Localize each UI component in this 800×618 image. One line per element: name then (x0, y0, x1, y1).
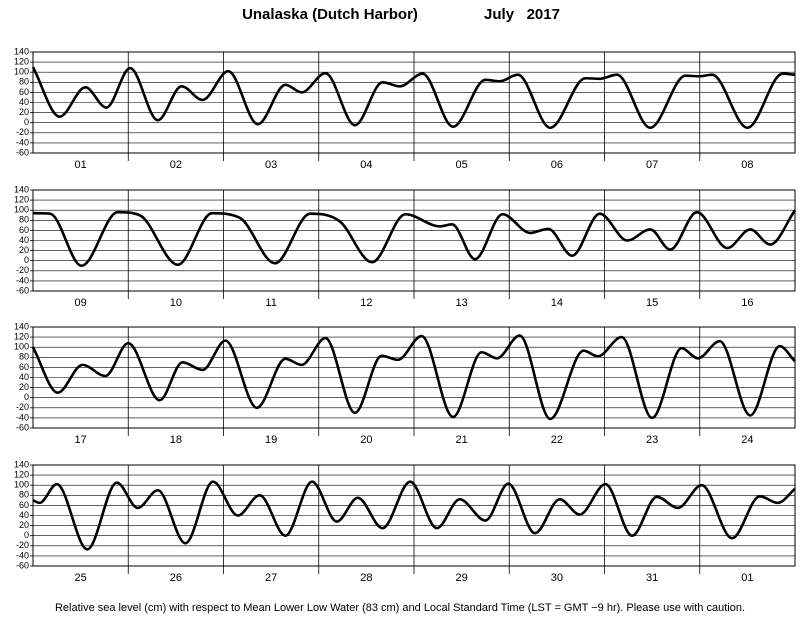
day-label: 17 (75, 434, 87, 446)
y-tick-label: 140 (14, 46, 29, 56)
day-label: 21 (456, 434, 468, 446)
y-tick-label: 120 (14, 194, 29, 204)
y-tick-label: 60 (19, 362, 29, 372)
day-label: 25 (75, 572, 87, 584)
y-tick-label: -60 (16, 560, 29, 570)
y-tick-label: 40 (19, 372, 29, 382)
day-label: 07 (646, 159, 658, 171)
y-tick-label: -20 (16, 127, 29, 137)
chart-title: Unalaska (Dutch Harbor) (242, 6, 418, 23)
day-label: 20 (360, 434, 372, 446)
day-label: 15 (646, 297, 658, 309)
y-tick-label: -40 (16, 137, 29, 147)
y-tick-label: 40 (19, 235, 29, 245)
tide-curve (31, 334, 796, 421)
day-label: 04 (360, 159, 372, 171)
y-tick-label: 100 (14, 67, 29, 77)
day-label: 01 (75, 159, 87, 171)
y-tick-label: 0 (24, 255, 29, 265)
y-tick-label: 20 (19, 107, 29, 117)
plot-frame (32, 189, 796, 292)
y-tick-label: 120 (14, 56, 29, 66)
y-tick-label: 140 (14, 321, 29, 331)
day-label: 18 (170, 434, 182, 446)
y-tick-label: 20 (19, 382, 29, 392)
y-tick-label: 20 (19, 245, 29, 255)
y-tick-label: -20 (16, 402, 29, 412)
chart-date: July 2017 (484, 6, 560, 23)
day-label: 19 (265, 434, 277, 446)
y-tick-label: -60 (16, 422, 29, 432)
y-tick-label: 60 (19, 87, 29, 97)
day-label: 26 (170, 572, 182, 584)
y-tick-label: 80 (19, 215, 29, 225)
day-label: 11 (265, 297, 276, 309)
y-tick-label: -40 (16, 550, 29, 560)
y-tick-label: 80 (19, 490, 29, 500)
day-label: 09 (75, 297, 87, 309)
y-tick-label: 60 (19, 225, 29, 235)
y-tick-label: 100 (14, 480, 29, 490)
tide-curve (32, 480, 796, 551)
y-tick-label: 60 (19, 500, 29, 510)
day-label: 27 (265, 572, 277, 584)
day-label: 29 (456, 572, 468, 584)
day-label: 31 (646, 572, 658, 584)
y-tick-label: -60 (16, 285, 29, 295)
y-tick-label: 140 (14, 459, 29, 469)
day-label: 01 (741, 572, 753, 584)
day-label: 16 (741, 297, 753, 309)
day-label: 23 (646, 434, 658, 446)
y-tick-label: 120 (14, 331, 29, 341)
y-tick-label: 20 (19, 520, 29, 530)
y-tick-label: -60 (16, 147, 29, 157)
y-tick-label: 0 (24, 530, 29, 540)
plot-frame (32, 326, 796, 429)
day-label: 13 (456, 297, 468, 309)
day-label: 24 (741, 434, 753, 446)
day-label: 22 (551, 434, 563, 446)
y-tick-label: 0 (24, 117, 29, 127)
plot-frame (32, 51, 796, 154)
y-tick-label: 140 (14, 184, 29, 194)
y-tick-label: -20 (16, 540, 29, 550)
day-label: 06 (551, 159, 563, 171)
day-label: 14 (551, 297, 563, 309)
y-tick-label: 100 (14, 342, 29, 352)
y-tick-label: -40 (16, 275, 29, 285)
y-tick-label: -20 (16, 265, 29, 275)
day-label: 30 (551, 572, 563, 584)
day-label: 05 (456, 159, 468, 171)
tide-curve (31, 66, 796, 130)
day-label: 03 (265, 159, 277, 171)
y-tick-label: 120 (14, 469, 29, 479)
day-label: 28 (360, 572, 372, 584)
footnote: Relative sea level (cm) with respect to … (55, 602, 745, 614)
y-tick-label: 40 (19, 510, 29, 520)
y-tick-label: 80 (19, 352, 29, 362)
y-tick-label: 100 (14, 205, 29, 215)
y-tick-label: -40 (16, 412, 29, 422)
day-label: 12 (360, 297, 372, 309)
y-tick-label: 0 (24, 392, 29, 402)
y-tick-label: 40 (19, 97, 29, 107)
day-label: 10 (170, 297, 182, 309)
tide-curve (32, 209, 797, 268)
day-label: 02 (170, 159, 182, 171)
plot-frame (32, 464, 796, 567)
day-label: 08 (741, 159, 753, 171)
y-tick-label: 80 (19, 77, 29, 87)
